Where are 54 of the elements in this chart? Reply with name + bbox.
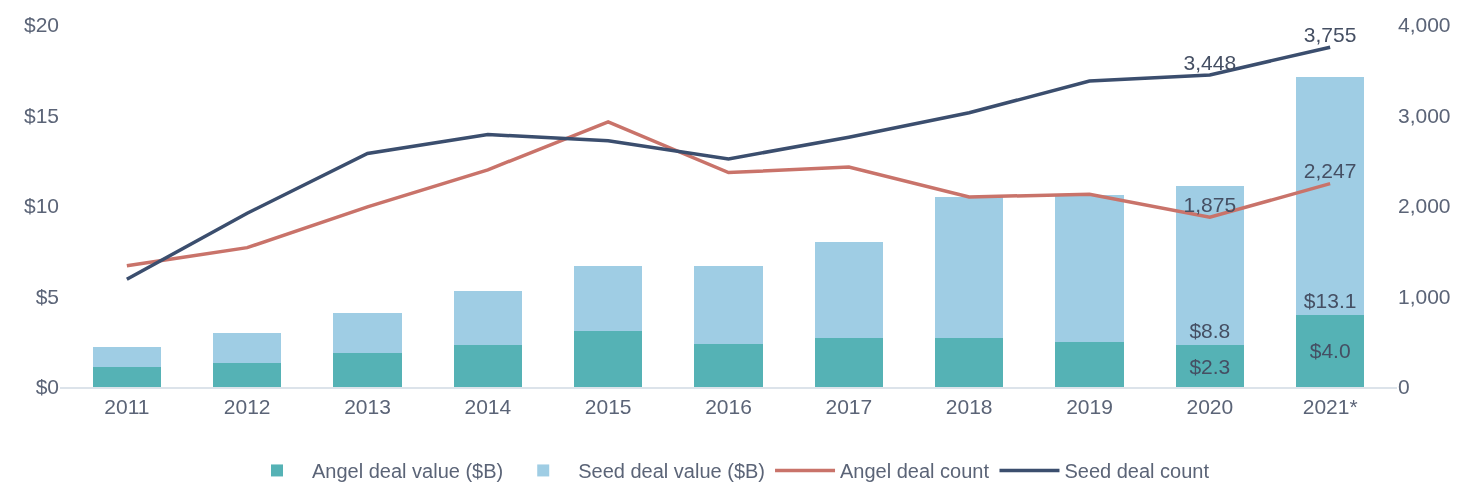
legend-label: Angel deal value ($B) (312, 460, 504, 483)
bar (573, 265, 643, 331)
data-label: $4.0 (1309, 339, 1351, 363)
bar (212, 363, 282, 387)
data-label: 3,448 (1183, 50, 1237, 74)
bar (694, 265, 763, 344)
bar (814, 242, 884, 339)
y2-tick-label: 2,000 (1398, 194, 1451, 218)
y-tick-label: $10 (23, 194, 59, 218)
y2-tick-label: 3,000 (1398, 103, 1451, 127)
bar (212, 332, 282, 364)
bar (1175, 186, 1245, 346)
bar (453, 291, 523, 346)
x-tick-label: 2018 (945, 395, 993, 419)
x-tick-label: 2012 (223, 395, 271, 419)
bar (1295, 77, 1365, 315)
bar (694, 343, 763, 387)
data-label: 2,247 (1303, 159, 1357, 183)
x-tick-label: 2014 (464, 395, 512, 419)
x-tick-label: 2021* (1302, 395, 1358, 419)
data-label: $13.1 (1303, 288, 1357, 312)
bar (1055, 195, 1124, 342)
y-tick-label: $5 (35, 284, 59, 308)
y-tick-label: $15 (23, 103, 59, 127)
data-label: 1,875 (1183, 193, 1237, 217)
bar (573, 330, 643, 387)
bar (934, 196, 1004, 339)
x-tick-label: 2019 (1066, 395, 1113, 419)
bar (333, 312, 402, 353)
legend-label: Seed deal value ($B) (578, 460, 766, 483)
bar (1055, 341, 1124, 387)
y2-tick-label: 0 (1398, 375, 1410, 399)
y2-tick-label: 4,000 (1398, 13, 1451, 37)
data-label: $8.8 (1189, 319, 1231, 343)
data-label: $2.3 (1189, 354, 1231, 378)
bar (453, 345, 523, 387)
legend-label: Seed deal count (1064, 460, 1210, 483)
x-tick-label: 2017 (825, 395, 873, 419)
x-tick-label: 2015 (584, 395, 632, 419)
bar (814, 338, 884, 387)
bar (92, 347, 162, 368)
x-tick-label: 2013 (344, 395, 391, 419)
y-tick-label: $20 (23, 13, 59, 37)
bar (1295, 314, 1365, 387)
y-tick-label: $0 (35, 375, 59, 399)
legend-label: Angel deal count (840, 460, 990, 483)
x-tick-label: 2016 (705, 395, 752, 419)
x-tick-label: 2011 (104, 395, 150, 419)
y2-tick-label: 1,000 (1398, 284, 1451, 308)
x-tick-label: 2020 (1186, 395, 1234, 419)
bar (333, 352, 402, 387)
bar (92, 367, 162, 387)
bar (934, 338, 1004, 387)
data-label: 3,755 (1303, 22, 1357, 46)
